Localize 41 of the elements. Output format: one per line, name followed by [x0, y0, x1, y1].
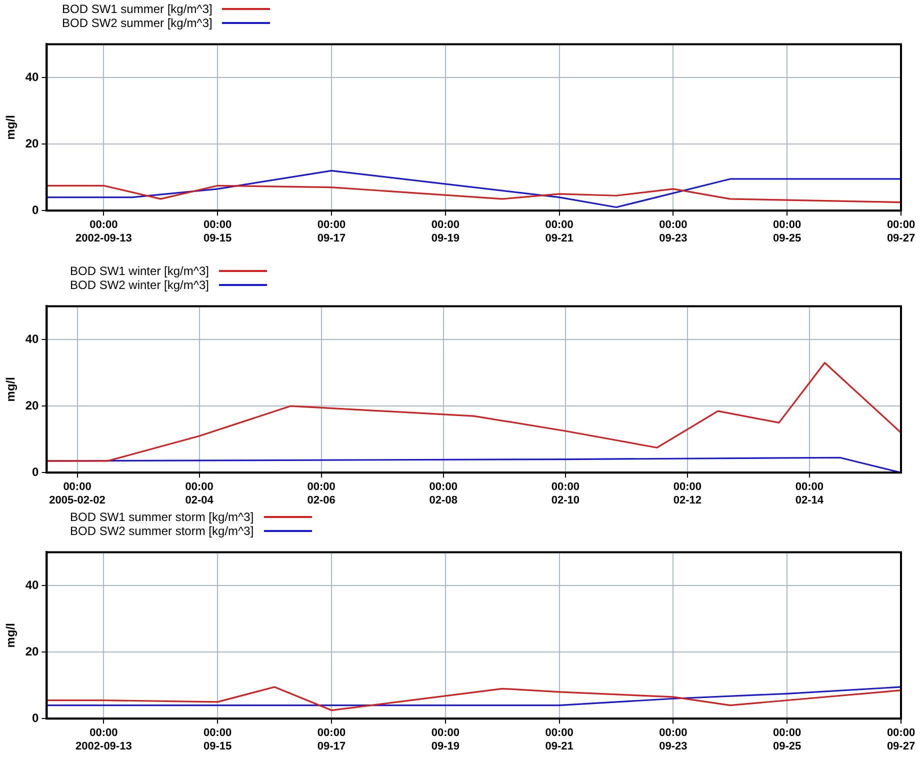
x-tick-label: 00:00 2005-02-02	[49, 481, 106, 506]
legend-label: BOD SW1 summer storm [kg/m^3]	[70, 510, 254, 524]
x-tick-label: 00:00 09-17	[317, 219, 346, 244]
y-tick-label: 20	[25, 644, 40, 658]
y-tick-label: 40	[25, 70, 40, 84]
x-tick-label: 00:00 09-21	[545, 727, 574, 752]
x-tick-label: 00:00 09-27	[886, 727, 916, 752]
x-tick-label: 00:00 09-21	[545, 219, 574, 244]
legend-label: BOD SW2 winter [kg/m^3]	[70, 278, 209, 292]
y-axis-title: mg/l	[4, 623, 18, 648]
y-axis-title: mg/l	[4, 377, 18, 402]
x-tick-label: 00:00 02-04	[185, 481, 214, 506]
x-tick-label: 00:00 09-25	[773, 219, 802, 244]
x-tick-label: 00:00 2002-09-13	[76, 219, 132, 244]
x-tick-label: 00:00 09-19	[431, 219, 460, 244]
x-tick-label: 00:00 02-08	[429, 481, 458, 506]
x-tick-label: 00:00 09-17	[317, 727, 346, 752]
x-tick-label: 00:00 09-27	[886, 219, 916, 244]
y-tick-label: 0	[32, 202, 40, 217]
x-tick-label: 00:00 09-23	[659, 727, 688, 752]
x-tick-label: 00:00 02-14	[795, 481, 824, 506]
x-tick-label: 00:00 09-23	[659, 219, 688, 244]
x-tick-label: 00:00 02-06	[307, 481, 336, 506]
x-tick-label: 00:00 09-25	[773, 727, 802, 752]
x-tick-label: 00:00 09-19	[431, 727, 460, 752]
legend-label: BOD SW1 summer [kg/m^3]	[62, 2, 212, 16]
x-tick-label: 00:00 02-12	[673, 481, 702, 506]
legend-label: BOD SW2 summer [kg/m^3]	[62, 16, 212, 30]
x-tick-label: 00:00 09-15	[204, 727, 232, 752]
x-tick-label: 00:00 02-10	[551, 481, 580, 506]
y-axis-title: mg/l	[4, 115, 18, 140]
y-tick-label: 0	[32, 710, 40, 725]
y-tick-label: 20	[25, 398, 40, 412]
y-tick-label: 20	[25, 136, 40, 150]
x-tick-label: 00:00 2002-09-13	[76, 727, 132, 752]
y-tick-label: 0	[32, 464, 40, 479]
legend-label: BOD SW1 winter [kg/m^3]	[70, 264, 209, 278]
y-tick-label: 40	[25, 332, 40, 346]
legend-label: BOD SW2 summer storm [kg/m^3]	[70, 524, 254, 538]
x-tick-label: 00:00 09-15	[204, 219, 232, 244]
y-tick-label: 40	[25, 578, 40, 592]
